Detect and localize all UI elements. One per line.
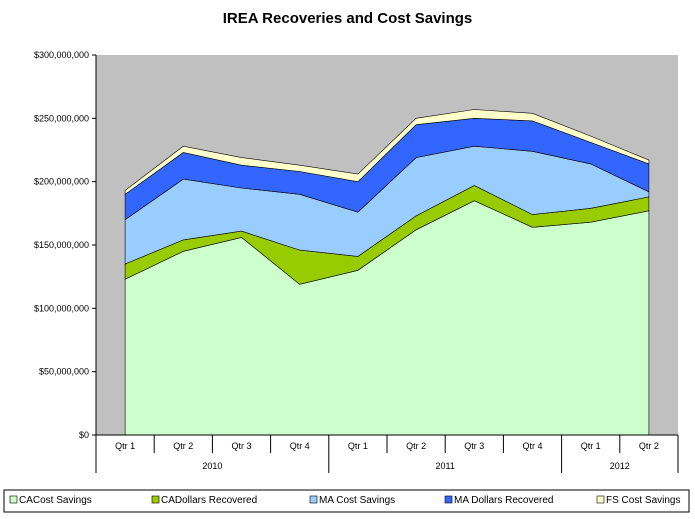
x-tick-label: Qtr 4 xyxy=(522,441,542,451)
legend-swatch xyxy=(309,495,318,504)
legend-label: MA Cost Savings xyxy=(319,495,395,506)
x-axis: Qtr 1 Qtr 2 Qtr 3 Qtr 4 Qtr 1 Qtr 2 Qtr 3 Qtr 4… xyxy=(95,435,679,473)
legend-swatch xyxy=(444,495,453,504)
x-tick-label: Qtr 1 xyxy=(581,441,601,451)
x-tick-label: Qtr 4 xyxy=(290,441,310,451)
legend-swatch xyxy=(9,495,18,504)
legend-label: CADollars Recovered xyxy=(161,495,257,506)
chart-title: IREA Recoveries and Cost Savings xyxy=(222,10,473,27)
legend-label: MA Dollars Recovered xyxy=(454,495,553,506)
area-series-4 xyxy=(124,109,650,195)
legend: CACost Savings CADollars Recovered MA Cost… xyxy=(9,495,680,506)
y-tick-label: $100,000,000 xyxy=(34,303,89,313)
y-tick-label: $50,000,000 xyxy=(39,367,89,377)
x-tick-label: Qtr 3 xyxy=(464,441,484,451)
x-group-label: 2010 xyxy=(202,461,222,471)
y-tick-label: $250,000,000 xyxy=(34,113,89,123)
x-group-label: 2011 xyxy=(436,461,455,471)
y-tick-label: $150,000,000 xyxy=(34,240,89,250)
y-tick-label: $0 xyxy=(79,430,89,440)
y-tick-label: $300,000,000 xyxy=(34,50,89,60)
x-tick-label: Qtr 3 xyxy=(231,441,251,451)
x-tick-label: Qtr 2 xyxy=(173,441,193,451)
legend-swatch xyxy=(151,495,160,504)
x-tick-label: Qtr 1 xyxy=(115,441,135,451)
legend-label: FS Cost Savings xyxy=(606,495,680,506)
x-tick-label: Qtr 2 xyxy=(639,441,659,451)
legend-swatch xyxy=(596,495,605,504)
x-group-label: 2012 xyxy=(610,461,630,471)
x-tick-label: Qtr 1 xyxy=(348,441,368,451)
y-axis: $0 $50,000,000 $100,000,000 $150,000,000 $20… xyxy=(34,50,96,440)
x-tick-label: Qtr 2 xyxy=(406,441,426,451)
series-areas xyxy=(124,109,650,436)
legend-label: CACost Savings xyxy=(19,495,92,506)
legend-box xyxy=(3,489,690,513)
y-tick-label: $200,000,000 xyxy=(34,177,89,187)
